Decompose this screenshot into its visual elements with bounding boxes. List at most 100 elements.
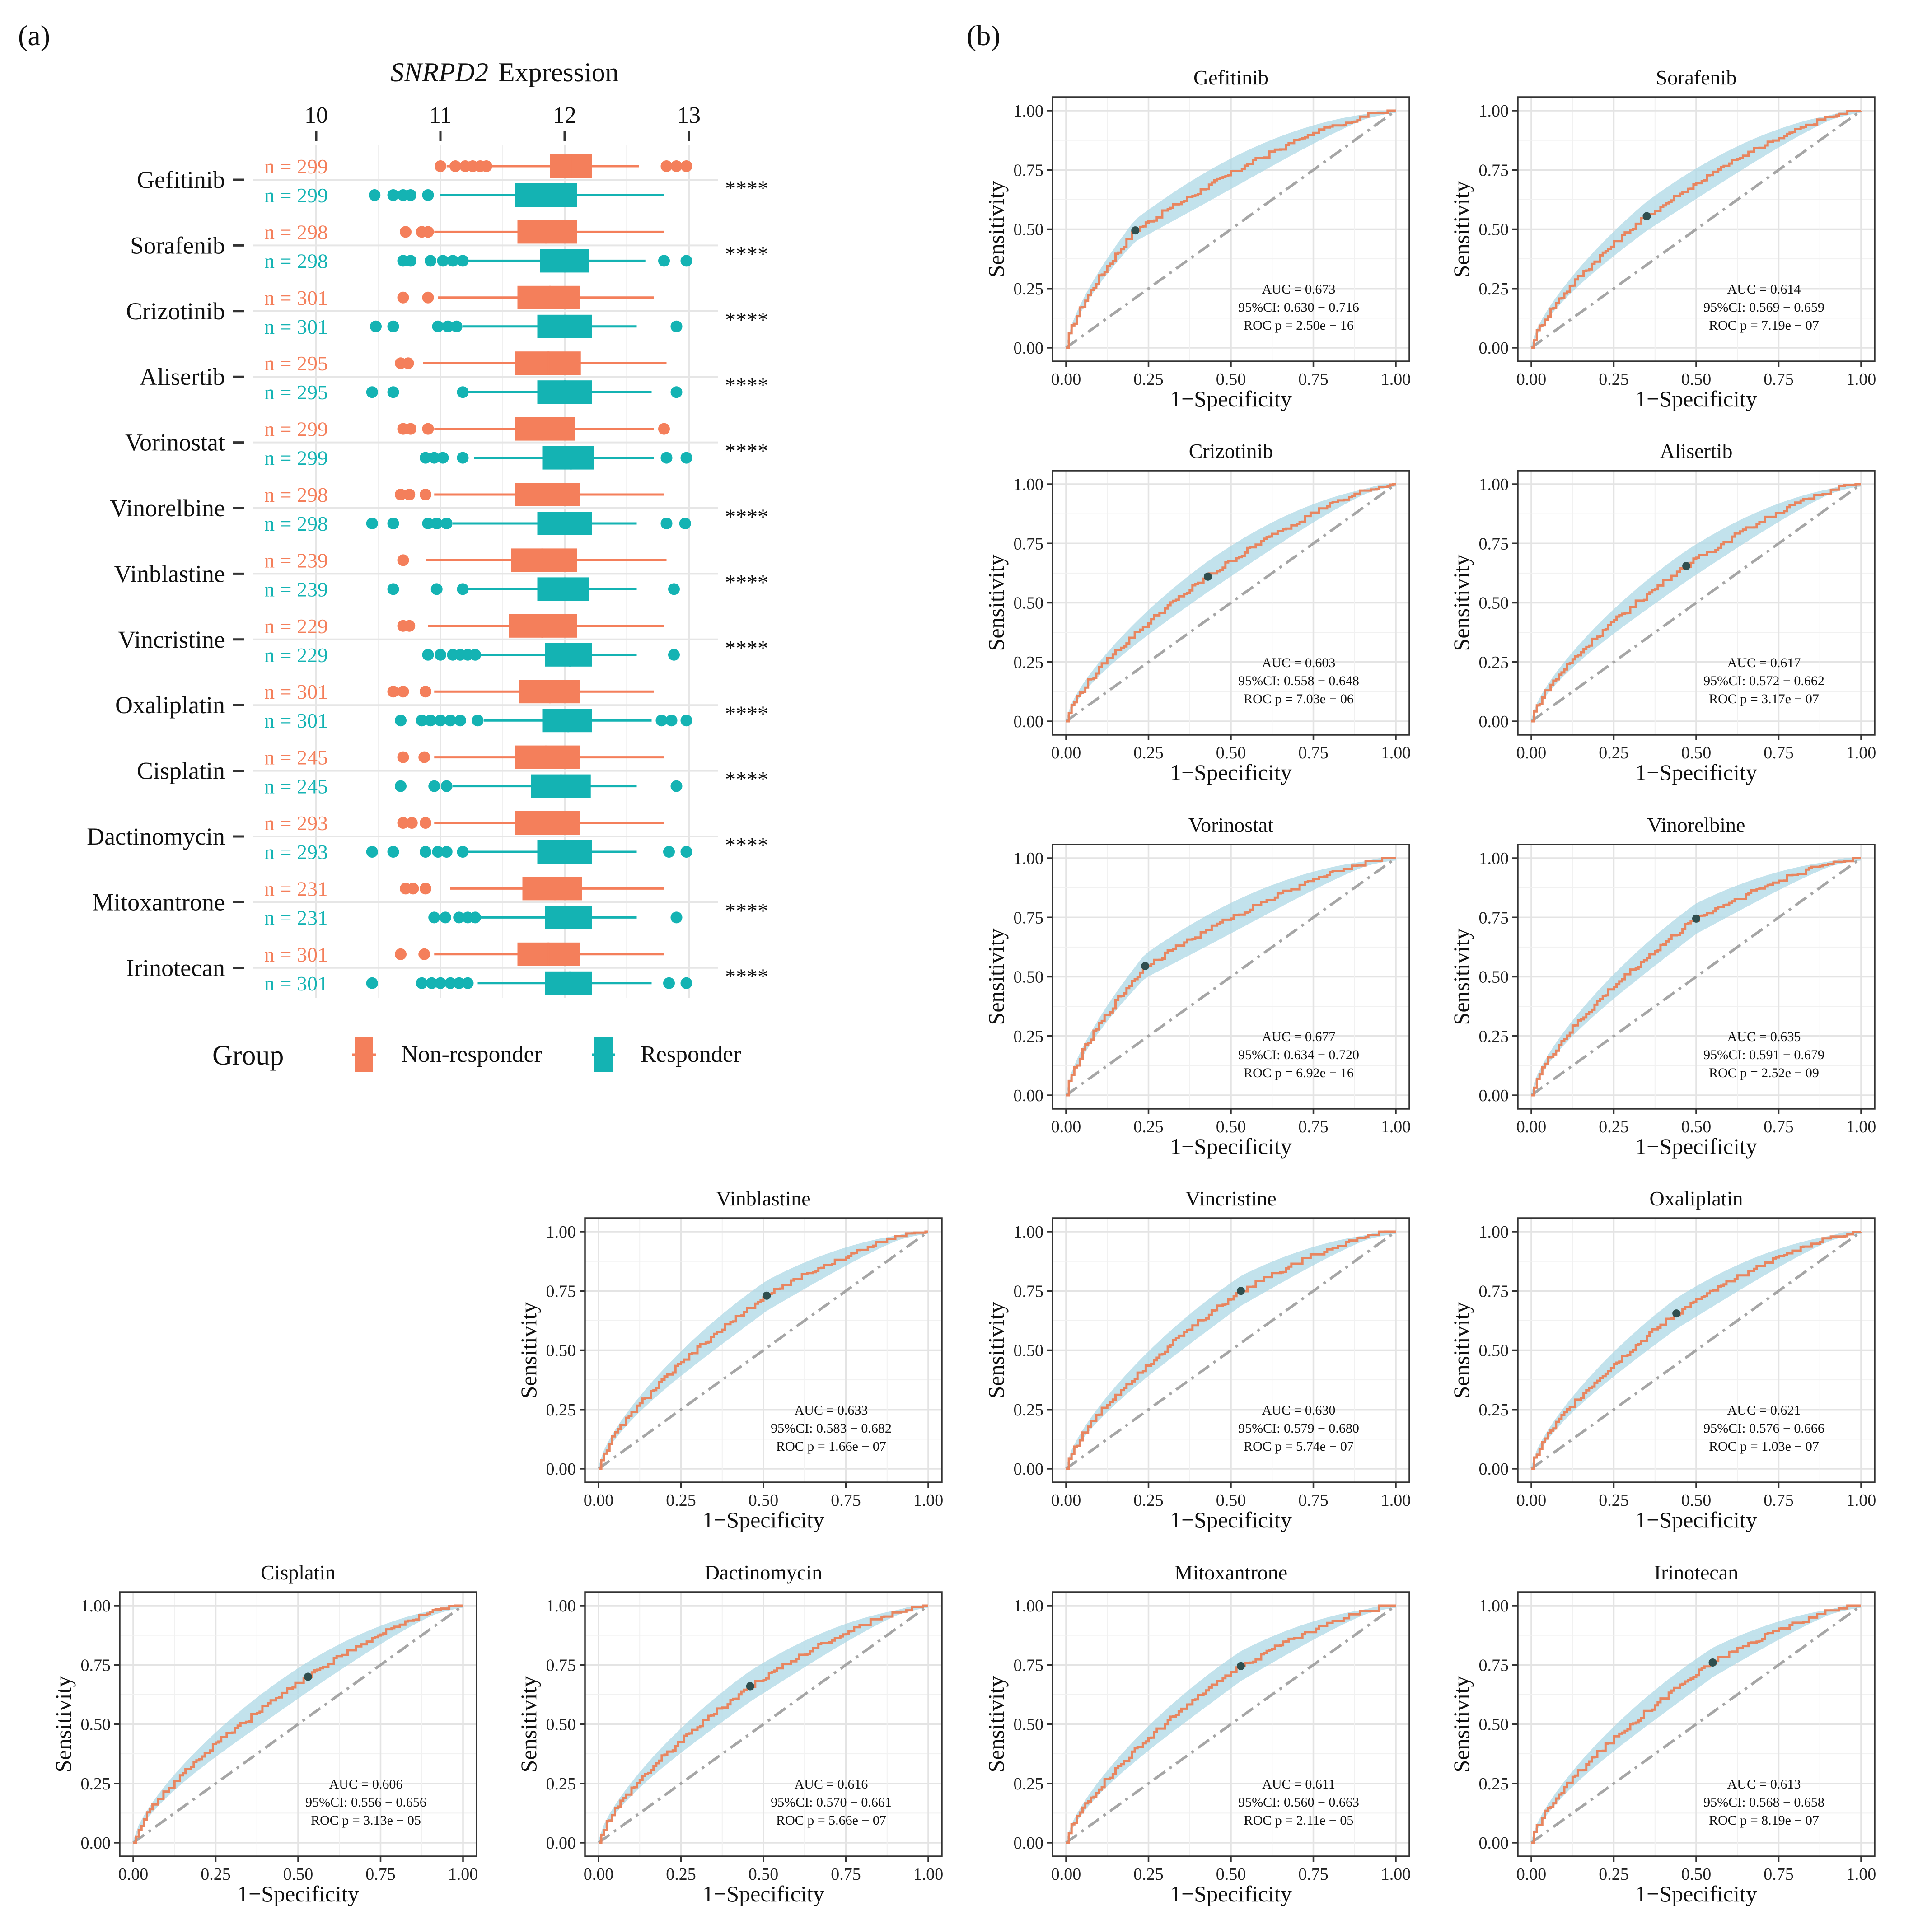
roc-y-tick-label: 0.00 [1014,1086,1044,1105]
responder-outlier [430,518,443,529]
roc-auc-text: AUC = 0.673 [1262,282,1336,297]
roc-auc-text: AUC = 0.613 [1727,1777,1801,1792]
responder-outlier [670,911,683,924]
roc-y-tick-label: 0.00 [1479,712,1509,731]
responder-outlier [457,846,469,858]
responder-outlier [416,715,428,727]
roc-y-tick-label: 0.75 [546,1282,576,1301]
roc-x-tick-label: 0.00 [1516,1491,1547,1510]
roc-y-tick-label: 0.25 [1479,280,1509,299]
responder-outlier [387,386,399,398]
roc-y-tick-label: 1.00 [1014,1597,1044,1616]
roc-y-tick-label: 0.00 [1479,339,1509,358]
roc-cutoff-point [1672,1309,1681,1318]
roc-curve [1531,857,1861,1097]
responder-outlier [665,715,678,727]
roc-y-tick-label: 0.50 [546,1341,576,1360]
responder-outlier [387,320,399,332]
roc-cutoff-point [1236,1287,1245,1295]
roc-p-text: ROC p = 8.19e − 07 [1709,1813,1819,1828]
roc-diagonal [1530,483,1862,723]
non-responder-outlier [680,160,692,172]
responder-outlier [680,452,692,464]
roc-y-tick-label: 0.25 [1479,1027,1509,1046]
non-responder-outlier [420,686,431,698]
roc-p-text: ROC p = 5.74e − 07 [1244,1439,1354,1454]
roc-x-tick-label: 1.00 [1846,1117,1876,1136]
roc-x-tick-label: 0.75 [1298,1117,1329,1136]
responder-outlier [387,583,399,595]
roc-ci-band [1531,858,1861,1095]
roc-auc-text: AUC = 0.606 [329,1777,403,1792]
drug-label: Gefitinib [137,166,225,193]
roc-x-axis-label: 1−Specificity [1635,1507,1757,1532]
responder-outlier [680,715,692,727]
roc-x-tick-label: 1.00 [1381,370,1411,389]
roc-y-tick-label: 1.00 [1479,1597,1509,1616]
roc-x-tick-label: 0.75 [1764,1117,1794,1136]
roc-x-tick-label: 0.25 [1599,1117,1629,1136]
non-responder-n-label: n = 299 [264,418,328,441]
roc-cutoff-point [1682,562,1691,570]
responder-outlier [395,715,407,727]
roc-y-axis-label: Sensitivity [983,1302,1009,1399]
responder-outlier [432,320,444,332]
responder-outlier [444,977,456,989]
non-responder-n-label: n = 231 [264,877,328,900]
non-responder-n-label: n = 245 [264,746,328,769]
roc-y-tick-label: 0.00 [1014,712,1044,731]
roc-x-tick-label: 0.00 [584,1491,614,1510]
responder-outlier [457,452,469,464]
drug-label: Cisplatin [137,757,225,785]
roc-x-tick-label: 0.50 [1216,1865,1246,1884]
responder-n-label: n = 301 [264,315,328,338]
roc-y-tick-label: 0.25 [1014,280,1044,299]
roc-auc-text: AUC = 0.603 [1262,655,1336,670]
roc-x-tick-label: 1.00 [1381,743,1411,762]
roc-ci-text: 95%CI: 0.583 − 0.682 [771,1421,892,1436]
roc-title: Gefitinib [1193,66,1268,89]
roc-y-tick-label: 0.75 [1014,1656,1044,1675]
roc-ci-text: 95%CI: 0.576 − 0.666 [1703,1421,1824,1436]
roc-panel: 0.00 0.00 0.25 0.25 0.50 0.50 0.75 0.75 1.00 1.00… [983,813,1411,1159]
roc-x-tick-label: 0.25 [1599,743,1629,762]
responder-outlier [660,452,673,464]
panel-label-b: (b) [967,19,1001,51]
non-responder-box [515,745,580,769]
non-responder-outlier [395,489,407,500]
roc-cutoff-point [1642,212,1651,220]
roc-x-tick-label: 0.75 [1298,743,1329,762]
roc-y-axis-label: Sensitivity [983,1676,1009,1773]
drug-label: Irinotecan [126,954,225,981]
non-responder-outlier [406,817,418,829]
roc-y-tick-label: 0.75 [1014,908,1044,927]
non-responder-outlier [658,423,670,435]
roc-y-tick-label: 0.50 [1479,1341,1509,1360]
roc-x-axis-label: 1−Specificity [237,1881,359,1906]
responder-outlier [366,518,378,529]
roc-x-axis-label: 1−Specificity [1170,1134,1292,1159]
non-responder-box [522,877,582,901]
responder-outlier [395,780,407,792]
roc-y-tick-label: 0.50 [1479,1715,1509,1734]
roc-diagonal [132,1604,464,1844]
non-responder-box [517,285,580,309]
roc-y-axis-label: Sensitivity [1449,929,1474,1025]
responder-outlier [432,846,444,858]
responder-outlier [444,715,456,727]
roc-y-tick-label: 1.00 [1479,102,1509,121]
roc-y-tick-label: 0.25 [1014,1401,1044,1420]
roc-x-tick-label: 0.00 [1051,743,1081,762]
non-responder-outlier [395,948,407,960]
roc-x-tick-label: 0.50 [1216,1117,1246,1136]
roc-curve [1066,483,1396,723]
roc-cutoff-point [1131,226,1140,235]
significance-label: **** [725,505,768,529]
responder-outlier [387,846,399,858]
responder-box [537,577,589,601]
roc-p-text: ROC p = 7.19e − 07 [1709,318,1819,333]
responder-outlier [387,189,399,201]
roc-x-tick-label: 1.00 [1846,370,1876,389]
non-responder-n-label: n = 298 [264,483,328,506]
non-responder-box [515,811,580,835]
